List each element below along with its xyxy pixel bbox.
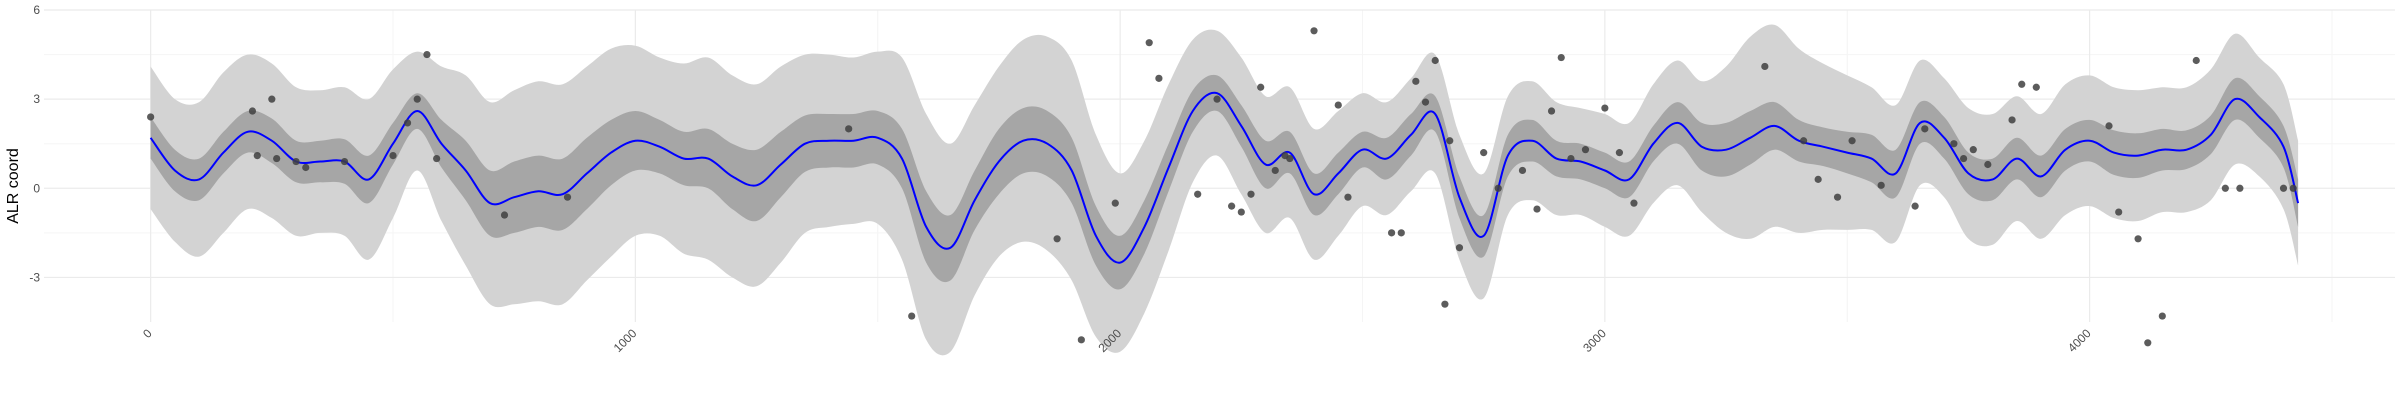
data-point xyxy=(433,154,441,163)
data-point xyxy=(1969,146,1977,154)
data-point xyxy=(1959,154,1968,163)
x-tick-label: 1000 xyxy=(611,326,640,355)
data-point xyxy=(1800,137,1808,145)
data-point xyxy=(147,113,155,121)
x-tick-label: 4000 xyxy=(2065,326,2094,355)
data-point xyxy=(1877,181,1885,189)
data-point xyxy=(845,125,853,133)
data-point xyxy=(403,119,412,127)
data-point xyxy=(1344,193,1352,201)
data-point xyxy=(1111,199,1119,207)
data-point xyxy=(1228,202,1236,210)
data-point xyxy=(268,95,276,103)
data-point xyxy=(1950,140,1958,148)
data-point xyxy=(2192,56,2200,65)
data-point xyxy=(302,163,310,172)
data-point xyxy=(248,107,257,115)
data-point xyxy=(1257,83,1265,91)
y-tick-label: 6 xyxy=(33,3,40,17)
data-point xyxy=(2115,208,2123,216)
data-point xyxy=(2105,122,2113,130)
data-point xyxy=(1334,101,1342,109)
x-tick-label: 3000 xyxy=(1580,326,1609,355)
y-axis-ticks: -3 0 3 6 xyxy=(29,3,40,284)
data-point xyxy=(2158,312,2166,320)
data-point xyxy=(1397,229,1405,237)
data-point xyxy=(253,152,261,160)
data-point xyxy=(2236,184,2244,192)
data-point xyxy=(1567,154,1575,163)
data-point xyxy=(1833,193,1842,201)
data-point xyxy=(1455,244,1464,252)
inner-confidence-band xyxy=(150,74,2299,290)
y-tick-label: 3 xyxy=(33,92,40,106)
data-point xyxy=(1518,166,1527,175)
observation-points xyxy=(147,27,2297,347)
data-point xyxy=(2221,184,2229,192)
data-point xyxy=(1814,175,1822,183)
data-point xyxy=(2018,80,2026,88)
data-point xyxy=(908,312,916,320)
data-point xyxy=(413,95,421,103)
data-point xyxy=(2032,83,2040,91)
data-point xyxy=(1387,229,1396,237)
data-point xyxy=(1431,56,1439,65)
data-point xyxy=(1310,27,1318,35)
data-point xyxy=(1155,74,1163,82)
data-point xyxy=(292,157,300,166)
data-point xyxy=(1145,39,1153,47)
data-point xyxy=(1761,62,1769,71)
data-point xyxy=(1213,95,1221,103)
data-point xyxy=(2008,116,2016,124)
data-point xyxy=(2289,184,2297,192)
data-point xyxy=(1630,199,1638,207)
data-point xyxy=(1271,166,1279,175)
data-point xyxy=(1247,190,1255,198)
data-point xyxy=(2279,184,2288,192)
data-point xyxy=(1286,154,1294,163)
data-point xyxy=(1480,149,1488,157)
data-point xyxy=(1494,184,1502,192)
data-point xyxy=(1533,205,1541,213)
data-point xyxy=(1984,160,1992,169)
data-point xyxy=(1848,137,1856,145)
mean-line xyxy=(149,91,2300,264)
data-point xyxy=(1581,146,1590,154)
data-point xyxy=(340,157,349,166)
data-point xyxy=(2144,339,2152,347)
data-point xyxy=(563,193,572,201)
data-point xyxy=(423,50,431,59)
data-point xyxy=(1615,149,1624,157)
y-tick-label: -3 xyxy=(29,270,40,284)
y-axis-title: ALR coord xyxy=(5,148,22,224)
data-point xyxy=(1911,202,1919,210)
data-point xyxy=(1601,104,1609,112)
data-point xyxy=(1053,235,1061,243)
data-point xyxy=(1237,208,1245,216)
data-point xyxy=(500,211,509,219)
data-point xyxy=(2134,235,2142,243)
x-tick-label: 0 xyxy=(140,326,155,341)
data-point xyxy=(1421,98,1430,106)
data-point xyxy=(1921,125,1929,133)
data-point xyxy=(273,154,281,163)
data-point xyxy=(389,152,397,160)
data-point xyxy=(1547,107,1556,115)
y-tick-label: 0 xyxy=(33,181,40,195)
data-point xyxy=(1194,190,1202,198)
data-point xyxy=(1557,53,1565,62)
data-point xyxy=(1412,77,1420,85)
data-point xyxy=(1077,336,1085,344)
data-point xyxy=(1441,300,1449,308)
data-point xyxy=(1446,137,1454,145)
